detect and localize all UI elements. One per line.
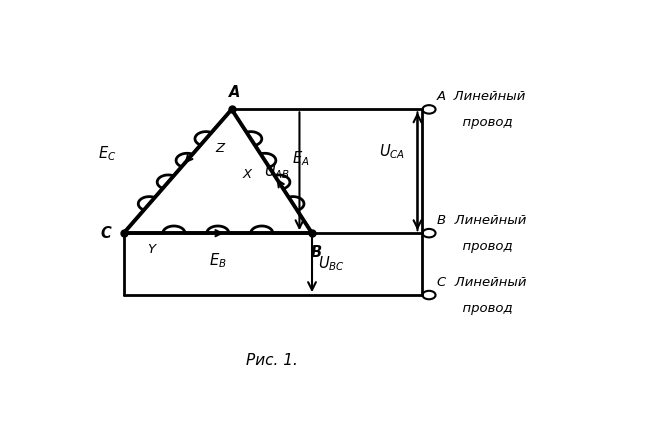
Text: провод: провод: [437, 116, 512, 129]
Text: провод: провод: [437, 240, 512, 253]
Text: $E_B$: $E_B$: [209, 251, 227, 270]
Text: $E_C$: $E_C$: [98, 144, 116, 163]
Text: провод: провод: [437, 302, 512, 315]
Text: $U_{BC}$: $U_{BC}$: [318, 255, 345, 273]
Text: A  Линейный: A Линейный: [437, 90, 526, 103]
Text: Z: Z: [215, 142, 224, 155]
Text: $U_{AB}$: $U_{AB}$: [264, 162, 290, 181]
Text: C: C: [100, 225, 111, 241]
Text: $U_{CA}$: $U_{CA}$: [378, 143, 405, 161]
Text: A: A: [229, 85, 240, 100]
Text: B: B: [310, 244, 321, 260]
Text: Y: Y: [147, 243, 156, 256]
Text: C  Линейный: C Линейный: [437, 275, 526, 288]
Text: Рис. 1.: Рис. 1.: [246, 353, 298, 368]
Text: $E_A$: $E_A$: [292, 149, 310, 168]
Text: X: X: [242, 168, 251, 181]
Text: B  Линейный: B Линейный: [437, 214, 526, 227]
